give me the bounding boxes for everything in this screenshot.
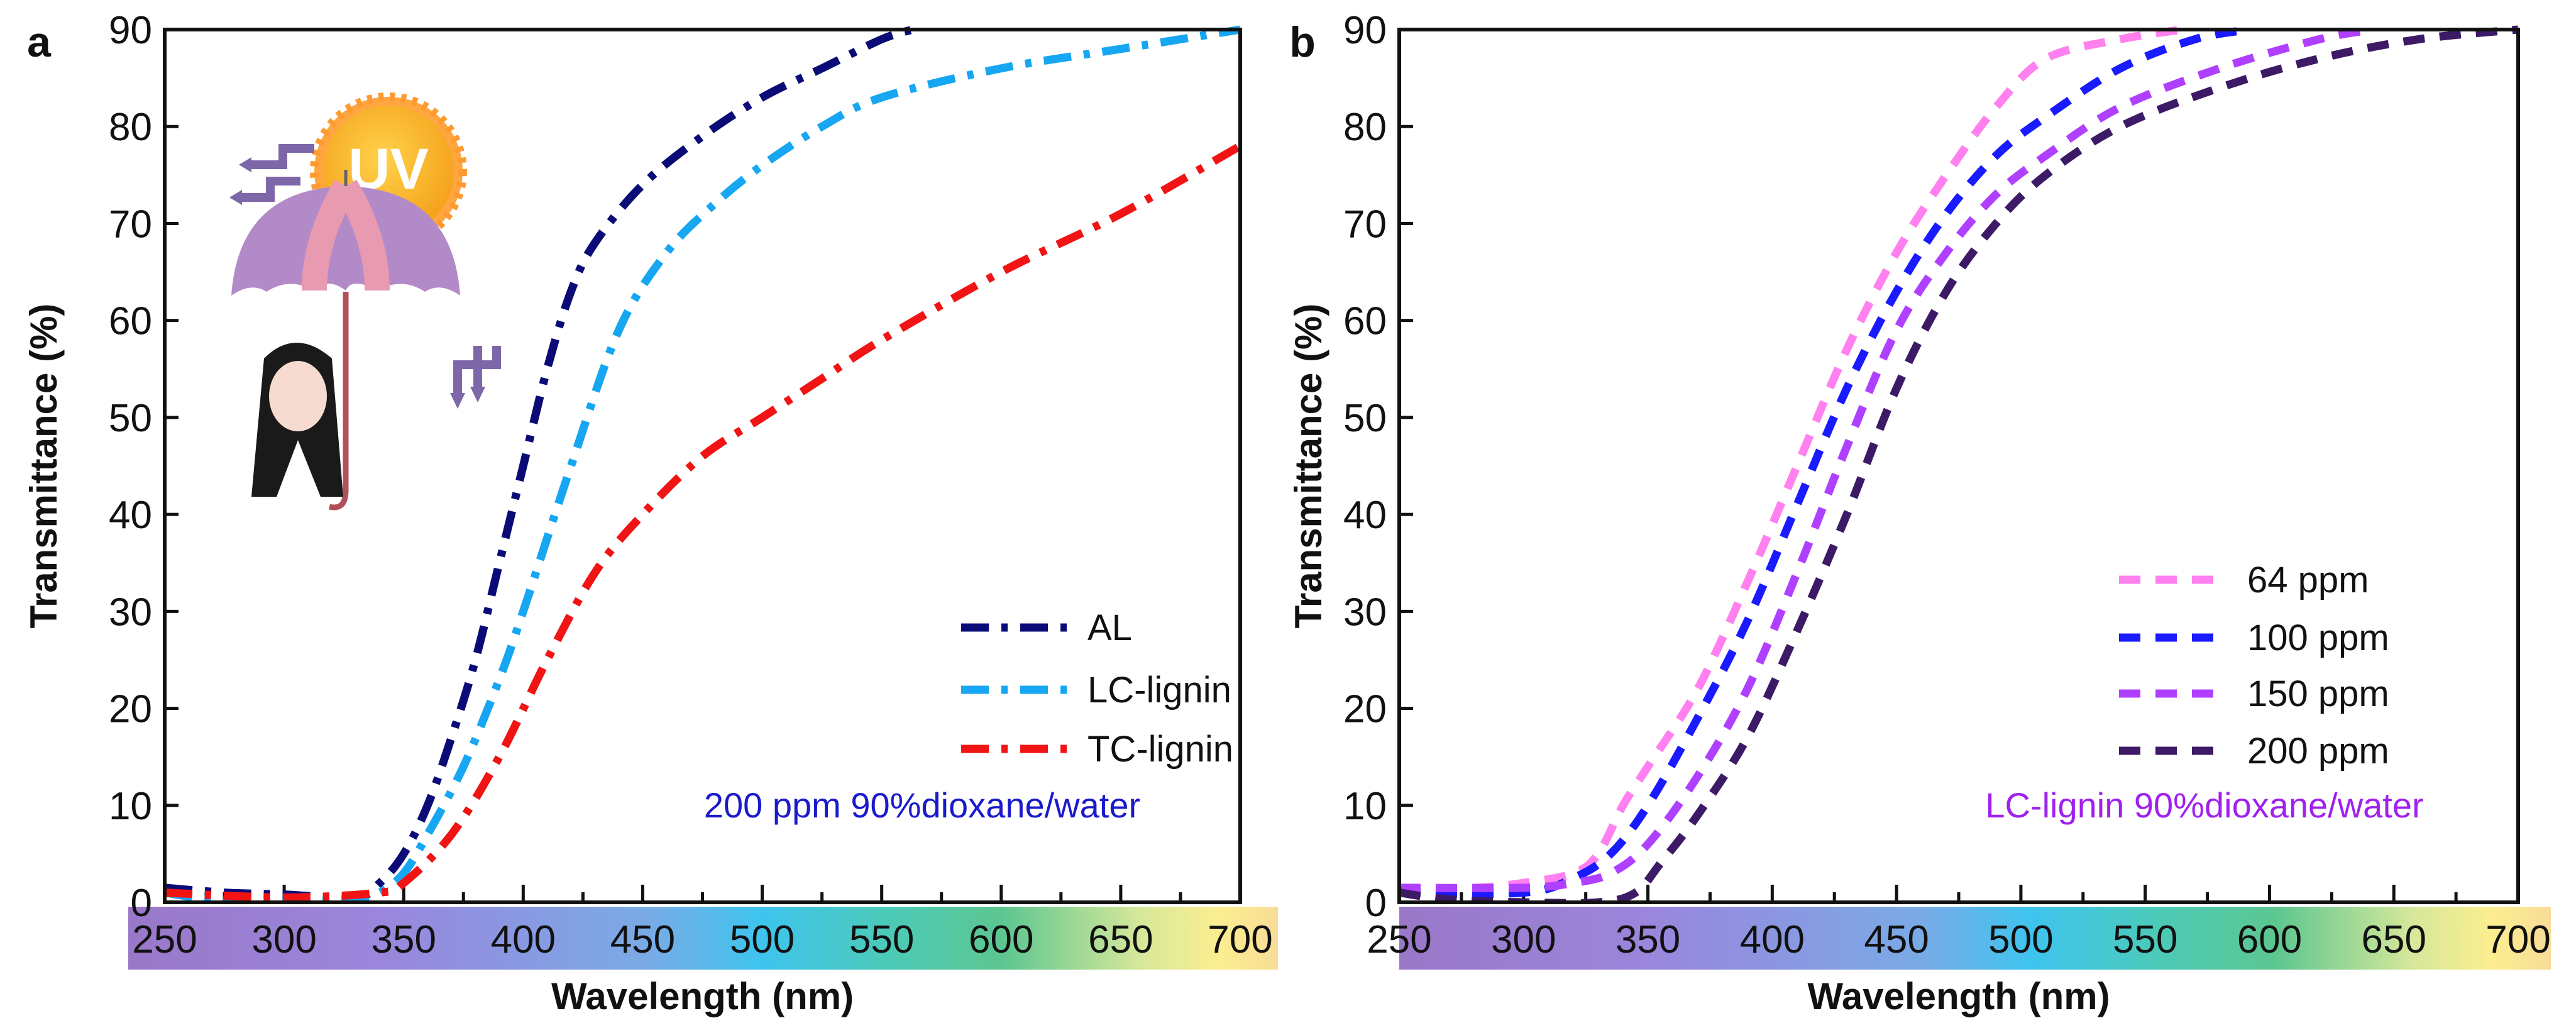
series-line-tc-lignin <box>165 142 1240 902</box>
x-tick-label: 650 <box>2361 918 2426 961</box>
legend-label: 64 ppm <box>2247 560 2369 601</box>
x-tick-label: 700 <box>2485 918 2550 961</box>
x-tick-label: 450 <box>610 918 675 961</box>
y-axis-title: Transmittance (%) <box>1287 304 1329 629</box>
y-tick-label: 40 <box>109 494 152 537</box>
panel-b: b 0 10 20 30 40 50 60 70 80 90 250 300 350 400 450 500 55… <box>1287 9 2551 1017</box>
series-line-150-ppm <box>1399 25 2375 892</box>
y-tick-label: 10 <box>109 785 152 828</box>
y-tick-label: 30 <box>109 590 152 634</box>
panel-label: a <box>27 18 52 66</box>
y-tick-label: 70 <box>1343 202 1387 246</box>
wavelength-color-bar <box>1399 907 2551 970</box>
x-tick-label: 250 <box>1367 918 1431 961</box>
legend-label: 100 ppm <box>2247 617 2389 658</box>
y-tick-label: 50 <box>1343 397 1387 440</box>
x-tick-label: 350 <box>371 918 436 961</box>
x-axis-title: Wavelength (nm) <box>1807 975 2110 1017</box>
x-tick-label: 400 <box>491 918 556 961</box>
legend-label: 200 ppm <box>2247 731 2389 772</box>
y-tick-label: 60 <box>109 300 152 343</box>
x-tick-label: 300 <box>251 918 316 961</box>
wavelength-color-bar <box>128 907 1278 970</box>
legend-label: 150 ppm <box>2247 673 2389 714</box>
reflected-arrows-icon <box>242 144 501 393</box>
panel-a: a 0 10 20 30 40 50 60 70 80 90 250 300 350 400 450 500 55… <box>23 9 1278 1017</box>
y-tick-label: 80 <box>1343 106 1387 149</box>
y-tick-label: 40 <box>1343 494 1387 537</box>
x-tick-label: 450 <box>1864 918 1929 961</box>
y-tick-label: 20 <box>109 688 152 731</box>
x-tick-label: 550 <box>849 918 914 961</box>
x-tick-label: 500 <box>730 918 795 961</box>
series-line-100-ppm <box>1399 25 2250 898</box>
series-line-200-ppm <box>1399 25 2518 902</box>
x-tick-label: 550 <box>2113 918 2177 961</box>
x-tick-label: 650 <box>1088 918 1153 961</box>
condition-annotation: 200 ppm 90%dioxane/water <box>704 785 1140 825</box>
legend-label: AL <box>1087 607 1132 648</box>
x-axis-title: Wavelength (nm) <box>551 975 854 1017</box>
condition-annotation: LC-lignin 90%dioxane/water <box>1985 785 2423 825</box>
x-tick-label: 700 <box>1208 918 1272 961</box>
umbrella-icon <box>231 170 460 511</box>
y-tick-label: 30 <box>1343 590 1387 634</box>
x-tick-label: 600 <box>969 918 1033 961</box>
x-tick-label: 350 <box>1616 918 1680 961</box>
legend-label: TC-lignin <box>1087 729 1233 770</box>
y-tick-label: 10 <box>1343 785 1387 828</box>
plot-frame <box>1397 28 2520 904</box>
person-icon <box>251 343 343 497</box>
y-tick-label: 20 <box>1343 688 1387 731</box>
uv-umbrella-illustration: UV <box>229 92 501 511</box>
legend-label: LC-lignin <box>1087 670 1231 711</box>
x-tick-label: 500 <box>1988 918 2053 961</box>
y-tick-label: 70 <box>109 202 152 246</box>
x-tick-label: 300 <box>1491 918 1556 961</box>
y-tick-label: 50 <box>109 397 152 440</box>
series-line-64-ppm <box>1399 25 2184 892</box>
y-tick-label: 90 <box>109 9 152 52</box>
x-tick-label: 600 <box>2237 918 2302 961</box>
y-axis-title: Transmittance (%) <box>23 304 65 629</box>
y-tick-label: 90 <box>1343 9 1387 52</box>
x-tick-label: 250 <box>132 918 197 961</box>
panel-label: b <box>1289 18 1316 66</box>
y-tick-label: 80 <box>109 106 152 149</box>
y-tick-label: 0 <box>1365 882 1387 925</box>
x-tick-label: 400 <box>1740 918 1805 961</box>
y-tick-label: 60 <box>1343 300 1387 343</box>
y-tick-label: 0 <box>131 882 152 925</box>
plot-frame <box>163 28 1242 904</box>
